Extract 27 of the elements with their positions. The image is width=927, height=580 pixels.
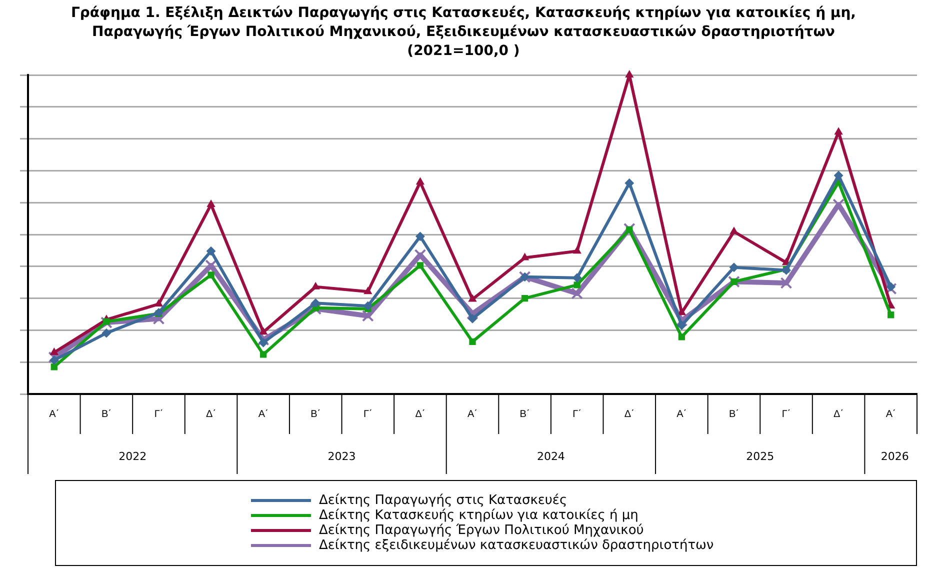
x-tick-label: Α΄ (468, 408, 478, 420)
text: 2026 (880, 450, 909, 463)
text: 2025 (746, 450, 774, 463)
x-tick-label: Δ΄ (834, 408, 844, 420)
x-tick-label: Γ΄ (572, 408, 582, 420)
x-tick-label: Α΄ (258, 408, 268, 420)
x-tick-label: Β΄ (728, 408, 739, 420)
x-tick-label: Β΄ (101, 408, 112, 420)
text: 2022 (118, 450, 147, 463)
x-tick-label: Δ΄ (624, 408, 634, 420)
x-tick-label: Β΄ (520, 408, 530, 420)
x-tick-label: Α΄ (886, 408, 896, 420)
legend-label: Δείκτης Παραγωγής στις Κατασκευές (319, 493, 568, 508)
x-tick-label: Β΄ (310, 408, 321, 420)
text: 2023 (328, 450, 356, 463)
chart-title: Γράφημα 1. Εξέλιξη Δεικτών Παραγωγής στις Κατασκευές, Κατασκευής κτηρίων για κατοικίες ή μη, Παραγωγής Έργων Πολιτικού Μηχανικού, Εξειδικευμένων κατασκευαστικών δραστηριοτήτων (2021=100,0 ) (70, 4, 858, 61)
x-tick-label: Γ΄ (363, 408, 372, 420)
x-tick-label: Δ΄ (206, 408, 216, 420)
legend-label: Δείκτης εξειδικευμένων κατασκευαστικών δραστηριοτήτων (319, 538, 714, 553)
x-tick-label: Α΄ (49, 408, 60, 420)
legend-label: Δείκτης Κατασκευής κτηρίων για κατοικίες ή μη (319, 508, 638, 523)
text: 2024 (536, 450, 565, 463)
x-tick-label: Γ΄ (154, 408, 164, 420)
legend-label: Δείκτης Παραγωγής Έργων Πολιτικού Μηχανικού (319, 523, 644, 538)
x-tick-label: Α΄ (676, 408, 687, 420)
x-tick-label: Δ΄ (415, 408, 426, 420)
x-tick-label: Γ΄ (782, 408, 791, 420)
